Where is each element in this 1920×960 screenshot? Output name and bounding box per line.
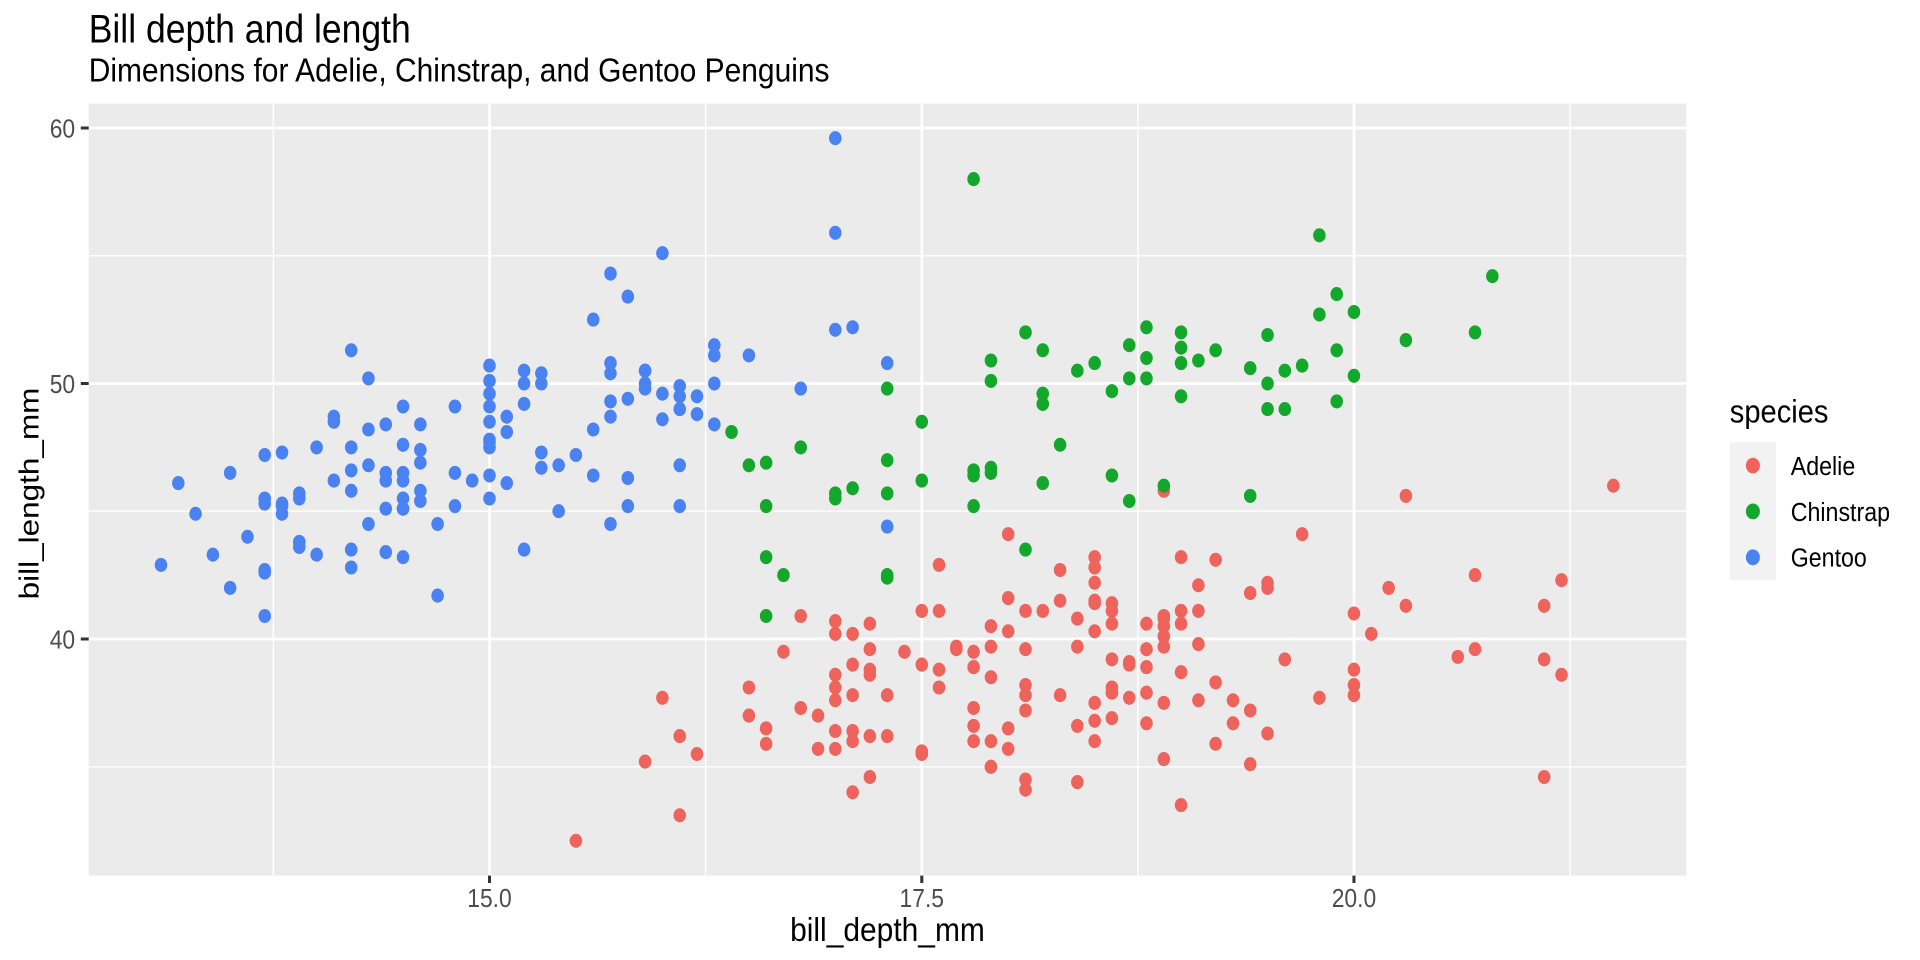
svg-text:15.0: 15.0 [467, 885, 511, 914]
svg-text:17.5: 17.5 [900, 885, 944, 914]
svg-text:Chinstrap: Chinstrap [1791, 499, 1890, 528]
svg-text:Adelie: Adelie [1791, 453, 1855, 482]
svg-text:60: 60 [50, 116, 75, 145]
svg-text:20.0: 20.0 [1332, 885, 1376, 914]
svg-text:species: species [1730, 393, 1829, 430]
svg-text:40: 40 [50, 627, 75, 656]
svg-text:bill_depth_mm: bill_depth_mm [790, 910, 985, 948]
svg-text:Dimensions for Adelie, Chinstr: Dimensions for Adelie, Chinstrap, and Ge… [89, 51, 830, 89]
svg-text:Gentoo: Gentoo [1791, 545, 1867, 574]
svg-text:50: 50 [50, 371, 75, 400]
svg-text:Bill depth and length: Bill depth and length [89, 8, 411, 52]
svg-text:bill_length_mm: bill_length_mm [14, 388, 45, 600]
